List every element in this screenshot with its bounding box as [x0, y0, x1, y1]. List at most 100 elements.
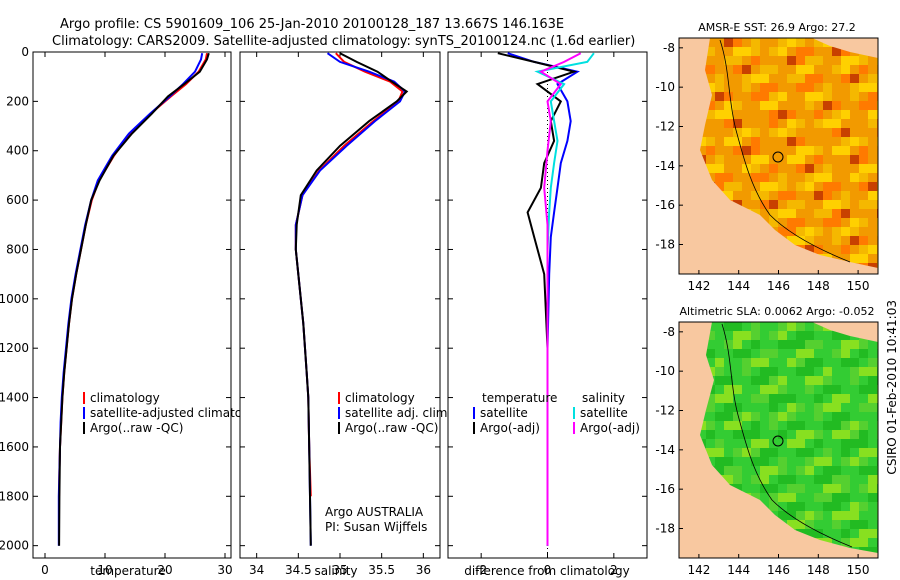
- map-field-cell: [841, 475, 850, 484]
- map-field-cell: [814, 47, 823, 56]
- map-field-cell: [859, 529, 868, 538]
- map-field-cell: [724, 394, 733, 403]
- map-field-cell: [814, 394, 823, 403]
- map-field-cell: [769, 164, 778, 173]
- map-field-cell: [841, 520, 850, 529]
- map-field-cell: [796, 475, 805, 484]
- map-field-cell: [715, 110, 724, 119]
- map-field-cell: [805, 385, 814, 394]
- map-field-cell: [760, 349, 769, 358]
- map-field-cell: [724, 376, 733, 385]
- map-field-cell: [868, 394, 877, 403]
- map-field-cell: [760, 191, 769, 200]
- map-field-cell: [850, 92, 859, 101]
- map-field-cell: [859, 376, 868, 385]
- map-field-cell: [742, 331, 751, 340]
- map-field-cell: [796, 56, 805, 65]
- x-tick-label: 0: [544, 563, 552, 577]
- map-field-cell: [805, 146, 814, 155]
- map-field-cell: [787, 227, 796, 236]
- map-field-cell: [859, 412, 868, 421]
- map-field-cell: [733, 92, 742, 101]
- x-tick-label: 20: [157, 563, 172, 577]
- map-field-cell: [724, 340, 733, 349]
- map-field-cell: [742, 448, 751, 457]
- map-field-cell: [796, 502, 805, 511]
- map-field-cell: [814, 65, 823, 74]
- map-field-cell: [841, 191, 850, 200]
- map-field-cell: [751, 146, 760, 155]
- salinity-panel: salinity 34 34.5 35 35.5 36 climatology sate…: [239, 51, 451, 578]
- y-tick-label: 1000: [0, 292, 29, 306]
- map-field-cell: [832, 164, 841, 173]
- map-field-cell: [733, 128, 742, 137]
- map-field-cell: [796, 340, 805, 349]
- map-field-cell: [841, 254, 850, 263]
- map-field-cell: [751, 349, 760, 358]
- map-field-cell: [751, 322, 760, 331]
- map-field-cell: [769, 200, 778, 209]
- map-field-cell: [706, 101, 715, 110]
- map-field-cell: [742, 128, 751, 137]
- map-field-cell: [751, 394, 760, 403]
- y-tick-label: 2000: [0, 539, 29, 553]
- map-x-tick-label: 150: [847, 279, 870, 293]
- map-field-cell: [778, 457, 787, 466]
- map-field-cell: [859, 137, 868, 146]
- map-field-cell: [841, 110, 850, 119]
- map-field-cell: [760, 340, 769, 349]
- map-field-cell: [814, 128, 823, 137]
- map-field-cell: [814, 430, 823, 439]
- map-field-cell: [778, 56, 787, 65]
- x-tick-label: 10: [97, 563, 112, 577]
- map-y-tick-label: -10: [655, 364, 675, 378]
- map-field-cell: [859, 448, 868, 457]
- map-field-cell: [742, 358, 751, 367]
- map-field-cell: [787, 191, 796, 200]
- map-field-cell: [778, 484, 787, 493]
- map-field-cell: [823, 236, 832, 245]
- map-field-cell: [859, 65, 868, 74]
- map-field-cell: [769, 119, 778, 128]
- sst-land-queensland: [679, 38, 878, 274]
- map-field-cell: [769, 56, 778, 65]
- map-field-cell: [724, 47, 733, 56]
- series-line-argo-raw-qc-: [294, 52, 409, 546]
- map-field-cell: [796, 466, 805, 475]
- map-field-cell: [751, 358, 760, 367]
- map-field-cell: [733, 340, 742, 349]
- map-field-cell: [805, 209, 814, 218]
- map-field-cell: [805, 484, 814, 493]
- map-field-cell: [769, 101, 778, 110]
- map-field-cell: [796, 367, 805, 376]
- map-field-cell: [859, 146, 868, 155]
- map-field-cell: [868, 448, 877, 457]
- map-field-cell: [742, 340, 751, 349]
- map-field-cell: [850, 439, 859, 448]
- map-field-cell: [850, 520, 859, 529]
- map-field-cell: [805, 493, 814, 502]
- map-field-cell: [868, 56, 877, 65]
- map-field-cell: [868, 173, 877, 182]
- map-field-cell: [715, 403, 724, 412]
- map-field-cell: [724, 128, 733, 137]
- map-field-cell: [832, 403, 841, 412]
- map-field-cell: [841, 448, 850, 457]
- map-field-cell: [796, 173, 805, 182]
- map-field-cell: [787, 448, 796, 457]
- map-field-cell: [850, 448, 859, 457]
- map-field-cell: [832, 493, 841, 502]
- map-field-cell: [751, 65, 760, 74]
- difference-panel: difference from climatology -2 0 2 tempera…: [447, 51, 648, 578]
- map-field-cell: [859, 466, 868, 475]
- map-field-cell: [805, 164, 814, 173]
- map-field-cell: [715, 412, 724, 421]
- map-field-cell: [823, 173, 832, 182]
- x-tick-label: 34.5: [285, 563, 312, 577]
- map-field-cell: [832, 119, 841, 128]
- map-field-cell: [778, 119, 787, 128]
- map-field-cell: [787, 137, 796, 146]
- map-field-cell: [715, 367, 724, 376]
- map-field-cell: [787, 182, 796, 191]
- map-field-cell: [760, 209, 769, 218]
